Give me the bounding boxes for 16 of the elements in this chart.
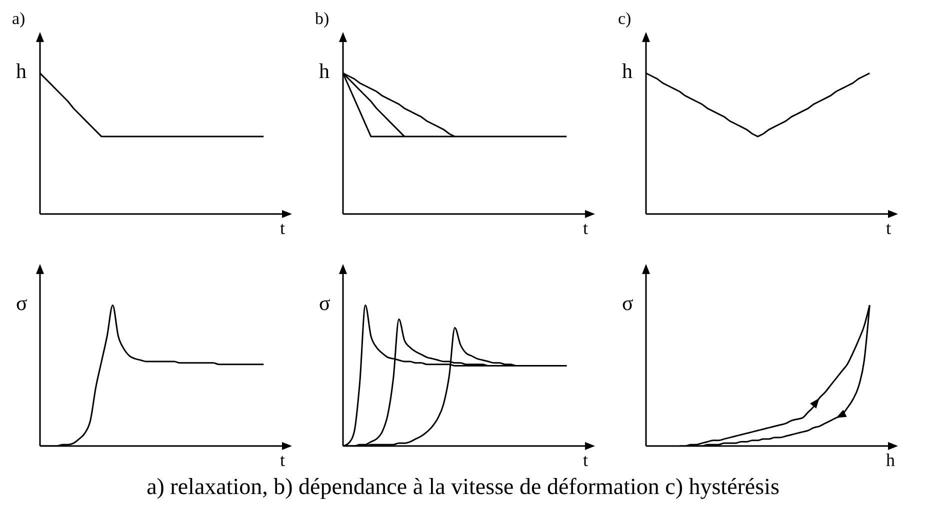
x-axis-title: t [280,218,286,238]
chart-title: b) [315,9,330,28]
y-axis-title: σ [16,291,28,316]
text: a) relaxation, b) dépendance à la vitesse de déformation c) hystérésis [146,474,780,500]
x-axis-title: h [886,450,895,470]
chart-title: c) [618,9,632,28]
x-axis-title: t [583,450,588,470]
y-axis-title: h [319,59,330,84]
x-axis-title: t [280,450,286,470]
x-axis-title: t [583,218,588,238]
chart-title: a) [12,9,26,28]
x-axis-title: t [886,218,892,238]
y-axis-title: h [622,59,632,84]
y-axis-title: σ [622,291,634,316]
y-axis-title: h [16,59,26,84]
y-axis-title: σ [319,291,330,316]
